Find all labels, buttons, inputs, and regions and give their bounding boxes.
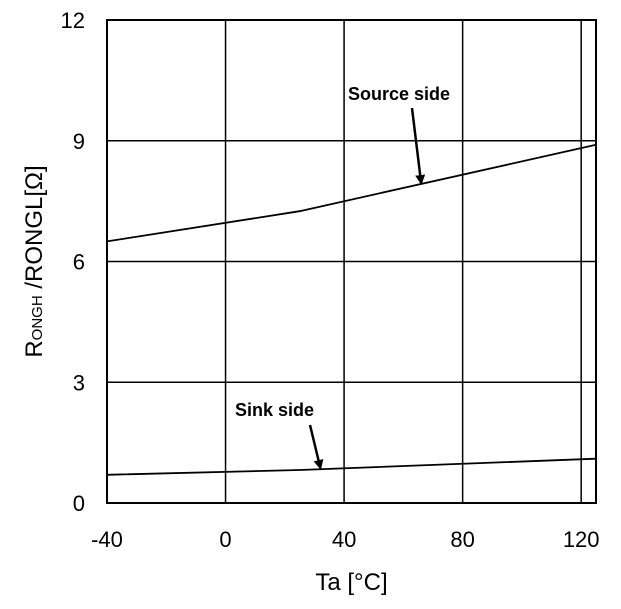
y-axis-label-main: R	[21, 340, 48, 357]
annotation-source-side-arrow	[410, 107, 426, 185]
x-tick-label: 0	[219, 527, 231, 552]
y-tick-label: 6	[73, 250, 85, 275]
y-axis-label-subscript: ONGH	[29, 295, 46, 340]
x-tick-label: -40	[91, 527, 123, 552]
annotations: Source side Sink side	[235, 84, 450, 470]
plot-frame	[106, 19, 597, 504]
y-axis-label-rest: /RONGL[Ω]	[21, 165, 48, 295]
series-line-sink-side	[106, 457, 597, 476]
series-line-source-side	[106, 143, 597, 243]
x-tick-label: 120	[563, 527, 600, 552]
y-tick-label: 9	[73, 129, 85, 154]
x-tick-label: 40	[332, 527, 356, 552]
x-tick-label: 80	[450, 527, 474, 552]
x-tick-labels: -40 0 40 80 120	[91, 527, 599, 552]
x-axis-label: Ta [°C]	[315, 569, 387, 596]
y-tick-label: 0	[73, 491, 85, 516]
data-series	[106, 143, 597, 476]
grid-lines	[107, 20, 596, 503]
y-tick-label: 3	[73, 370, 85, 395]
y-tick-label: 12	[61, 8, 85, 33]
annotation-sink-side-arrow	[308, 424, 324, 470]
annotation-source-side-label: Source side	[348, 84, 450, 104]
y-tick-labels: 0 3 6 9 12	[61, 8, 85, 516]
annotation-sink-side-label: Sink side	[235, 400, 314, 420]
y-axis-label: RONGH /RONGL[Ω]	[21, 165, 48, 357]
